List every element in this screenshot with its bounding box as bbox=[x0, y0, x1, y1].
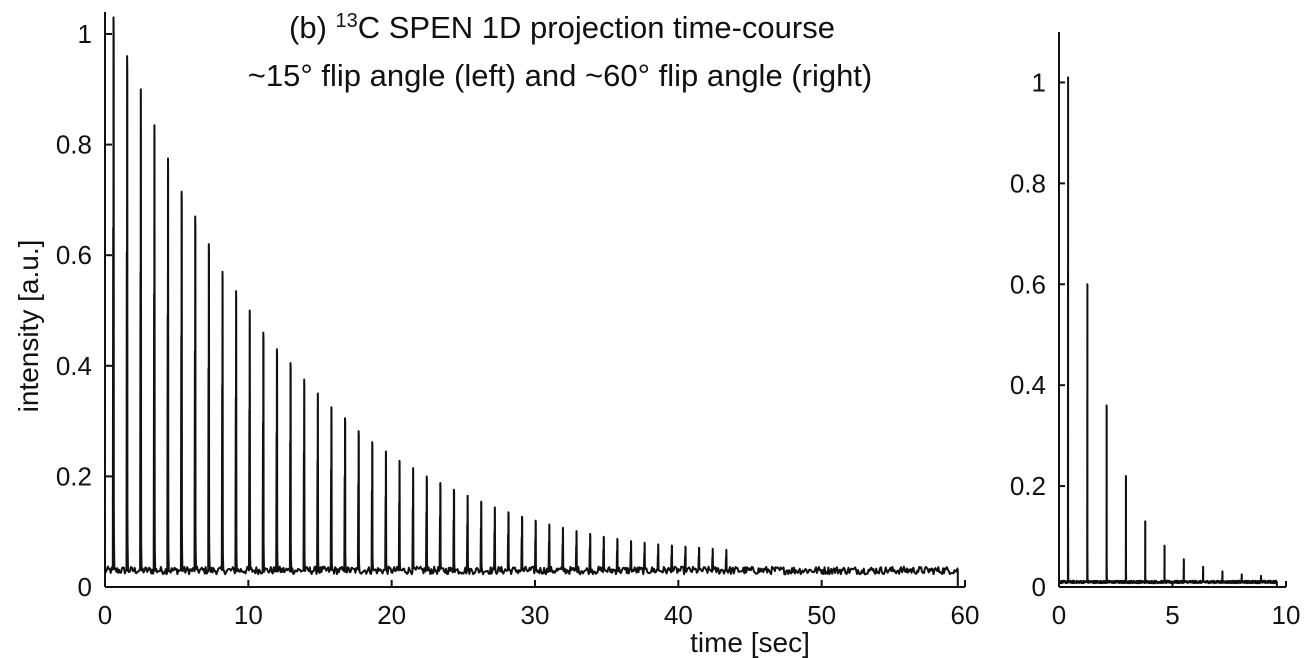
chart-title: (b) 13C SPEN 1D projection time-course bbox=[289, 10, 835, 45]
left-y-tick-label: 0.6 bbox=[56, 240, 92, 270]
left-series-line bbox=[104, 16, 959, 587]
left-x-tick-label: 20 bbox=[377, 600, 406, 630]
chart-subtitle: ~15° flip angle (left) and ~60° flip ang… bbox=[248, 58, 873, 93]
left-y-tick-label: 0.2 bbox=[56, 461, 92, 491]
left-y-tick-label: 0.8 bbox=[56, 130, 92, 160]
left-y-tick-label: 0.4 bbox=[56, 351, 92, 381]
left-x-tick-label: 50 bbox=[807, 600, 836, 630]
x-axis-label: time [sec] bbox=[690, 627, 810, 658]
right-x-tick-label: 0 bbox=[1052, 600, 1066, 630]
right-y-tick-label: 0.2 bbox=[1010, 471, 1046, 501]
right-x-tick-label: 5 bbox=[1165, 600, 1179, 630]
left-x-tick-label: 60 bbox=[951, 600, 980, 630]
chart-title-main: C SPEN 1D projection time-course bbox=[358, 10, 835, 45]
y-axis-label: intensity [a.u.] bbox=[13, 240, 44, 413]
right-y-tick-label: 0.4 bbox=[1010, 370, 1046, 400]
left-x-tick-label: 40 bbox=[664, 600, 693, 630]
left-x-tick-label: 30 bbox=[521, 600, 550, 630]
right-y-tick-label: 1 bbox=[1032, 67, 1046, 97]
right-y-tick-label: 0.6 bbox=[1010, 269, 1046, 299]
right-y-tick-label: 0.8 bbox=[1010, 168, 1046, 198]
left-ticks: 00.20.40.60.810 10 20 30 40 50 60 bbox=[56, 19, 980, 630]
right-ticks: 00.20.40.60.810 5 10 bbox=[1010, 67, 1301, 630]
left-x-tick-label: 10 bbox=[234, 600, 263, 630]
left-y-tick-label: 1 bbox=[78, 19, 92, 49]
right-series-line bbox=[1058, 76, 1278, 587]
right-y-tick-label: 0 bbox=[1032, 572, 1046, 602]
chart-title-superscript: 13 bbox=[336, 10, 358, 32]
left-y-tick-label: 0 bbox=[78, 572, 92, 602]
right-x-tick-label: 10 bbox=[1272, 600, 1301, 630]
left-x-tick-label: 0 bbox=[98, 600, 112, 630]
chart-title-prefix: (b) bbox=[289, 10, 336, 45]
